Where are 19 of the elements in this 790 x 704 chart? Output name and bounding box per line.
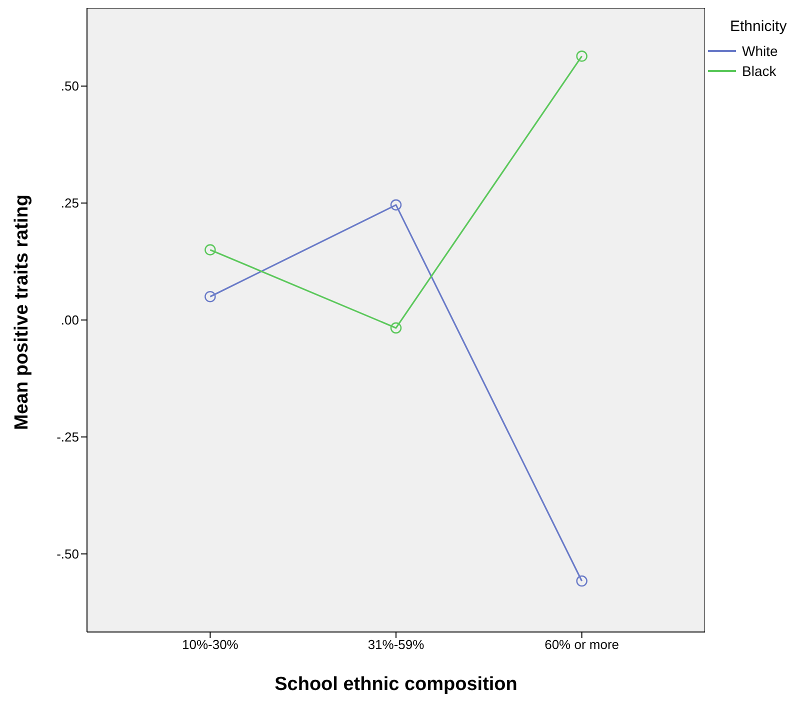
legend-label: Black <box>742 63 776 79</box>
x-tick-label: 31%-59% <box>368 637 425 652</box>
point <box>390 199 402 211</box>
legend-title: Ethnicity <box>730 18 787 35</box>
point <box>576 50 588 62</box>
y-tick-label: .00 <box>60 312 79 328</box>
y-tick-label: -.50 <box>56 546 79 562</box>
x-tick-label: 60% or more <box>544 637 620 652</box>
point <box>576 575 588 587</box>
y-tick-label: .50 <box>60 78 79 94</box>
point <box>204 290 216 302</box>
y-tick-label: .25 <box>60 196 79 211</box>
y-tick-label: -.25 <box>56 430 79 445</box>
y-axis-title: Mean positive traits rating <box>12 194 33 430</box>
point <box>204 244 216 256</box>
x-tick-label: 10%-30% <box>182 637 239 652</box>
point <box>390 322 402 334</box>
legend-label: White <box>742 43 778 59</box>
x-axis-title: School ethnic composition <box>274 674 518 695</box>
